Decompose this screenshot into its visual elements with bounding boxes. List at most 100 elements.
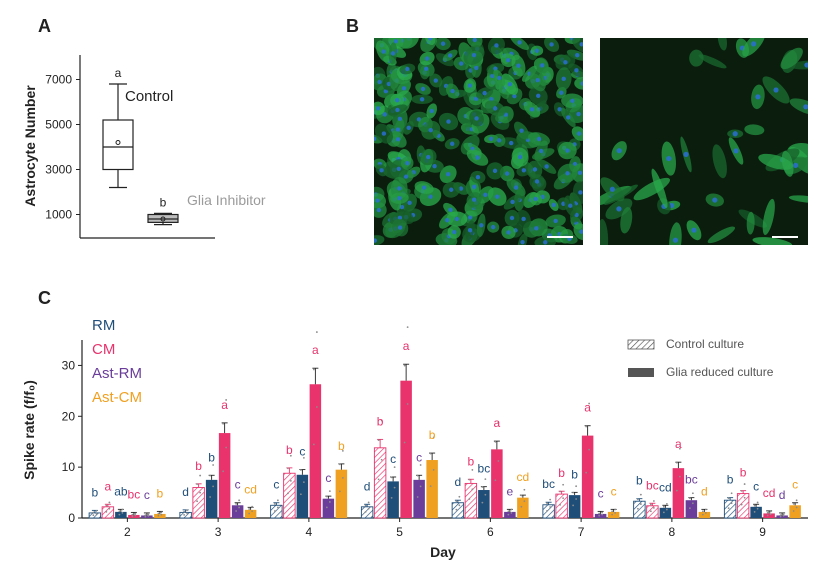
bar-data-point — [276, 499, 279, 502]
bar-rm-control — [270, 504, 283, 519]
bar-data-point — [458, 495, 461, 498]
bar-cm-control — [373, 447, 387, 519]
bar-cm-glia-reduced — [581, 435, 594, 518]
bar-data-point — [572, 504, 575, 507]
nucleus — [429, 108, 434, 114]
bar-data-point — [779, 515, 782, 518]
bar-cm-glia-reduced — [491, 449, 503, 518]
bar-ast_cm-glia-reduced — [698, 511, 711, 518]
bar-data-point — [678, 475, 681, 478]
nucleus — [576, 111, 581, 117]
cell — [651, 168, 668, 208]
bar-significance-letter: a — [105, 479, 112, 493]
legend-group-rm: RM — [92, 317, 115, 334]
panel-c-y-tick-label: 0 — [68, 511, 75, 525]
bar-data-point — [611, 510, 614, 513]
bar-data-point — [727, 497, 730, 500]
nucleus — [433, 78, 438, 83]
nucleus — [397, 225, 403, 230]
bar-significance-letter: b — [286, 443, 293, 457]
bar-significance-letter: d — [455, 475, 462, 489]
nucleus — [578, 190, 583, 195]
bar-data-point — [183, 510, 186, 513]
bar-data-point — [546, 509, 549, 512]
bar-data-point — [225, 446, 228, 449]
bar-data-point — [471, 469, 474, 471]
legend-group-cm: CM — [92, 341, 115, 358]
nucleus — [458, 186, 464, 191]
bar-data-point — [782, 513, 785, 516]
bar-ast_rm-glia-reduced — [413, 479, 425, 518]
bar-data-point — [575, 485, 578, 488]
bar-significance-letter: c — [299, 445, 305, 459]
nucleus — [495, 194, 500, 199]
bar-data-point — [614, 508, 617, 511]
bar-data-point — [377, 478, 380, 481]
bar-data-point — [572, 491, 575, 494]
bar-data-point — [186, 509, 189, 512]
nucleus — [483, 192, 488, 198]
bar-data-point — [458, 504, 461, 507]
cell — [712, 144, 727, 179]
bar-data-point — [743, 496, 746, 499]
bar-data-point — [367, 501, 370, 504]
panel-a-y-tick-label: 7000 — [45, 73, 72, 87]
bar-data-point — [546, 502, 549, 505]
bar-data-point — [766, 514, 769, 517]
box-iqr — [102, 119, 134, 171]
nucleus — [397, 116, 403, 121]
bar-significance-letter: c — [390, 452, 396, 466]
bar-rm-control — [88, 512, 102, 519]
nucleus — [471, 197, 477, 202]
nucleus — [454, 216, 460, 222]
cell — [752, 237, 793, 245]
nucleus — [375, 198, 380, 203]
bar-data-point — [251, 505, 254, 508]
bar-data-point — [393, 486, 396, 489]
panel-a-y-label: Astrocyte Number — [22, 85, 38, 207]
panel-c-x-tick-label: 3 — [215, 525, 222, 539]
bar-data-point — [559, 490, 562, 493]
bar-data-point — [235, 502, 238, 505]
bar-data-point — [484, 493, 487, 496]
bar-data-point — [507, 513, 510, 516]
nucleus — [482, 90, 487, 96]
bar-significance-letter: a — [494, 416, 501, 430]
box-mean — [160, 216, 166, 222]
nucleus — [506, 230, 511, 235]
nucleus — [381, 49, 386, 54]
nucleus — [616, 206, 622, 212]
nucleus — [517, 40, 522, 45]
bar-significance-letter: b — [727, 473, 734, 487]
bar-data-point — [639, 493, 642, 496]
bar-data-point — [585, 425, 588, 428]
nucleus — [401, 86, 407, 91]
nucleus — [424, 56, 430, 61]
bar-significance-letter: bc — [128, 487, 141, 501]
bar-significance-letter: c — [144, 488, 150, 502]
nucleus — [540, 63, 545, 68]
bar-data-point — [393, 466, 396, 469]
bar-significance-letter: b — [558, 466, 565, 480]
panel-c-x-tick-label: 5 — [396, 525, 403, 539]
nucleus — [428, 128, 433, 133]
bar-data-point — [235, 510, 238, 512]
bar-data-point — [598, 512, 601, 515]
nucleus — [374, 238, 377, 243]
nucleus — [432, 164, 437, 169]
bar-data-point — [730, 502, 733, 505]
bar-cm-glia-reduced — [309, 384, 322, 518]
bar-data-point — [312, 368, 315, 371]
bar-data-point — [416, 474, 419, 477]
bar-ast_cm-glia-reduced — [789, 505, 801, 518]
legend-swatch-glia-reduced — [628, 368, 654, 377]
cell — [780, 47, 803, 70]
bar-data-point — [248, 508, 251, 510]
bar-ast_cm-glia-reduced — [426, 460, 438, 518]
panel-a-y-tick-label: 5000 — [45, 118, 72, 132]
nucleus — [403, 174, 409, 179]
bar-data-point — [121, 508, 124, 511]
bar-significance-letter: b — [468, 454, 475, 468]
bar-significance-letter: cd — [244, 482, 257, 496]
bar-data-point — [675, 489, 678, 492]
